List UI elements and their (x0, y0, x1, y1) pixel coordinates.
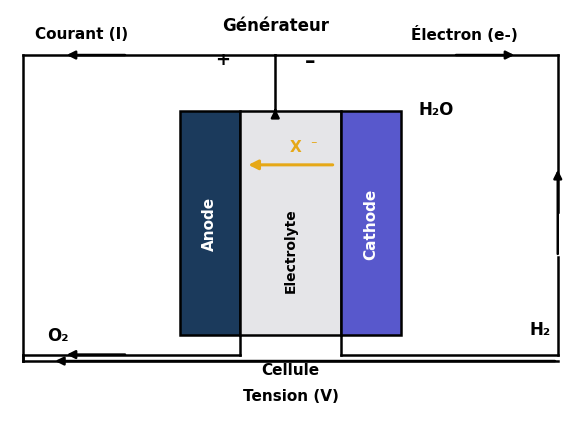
Text: Générateur: Générateur (222, 17, 329, 35)
Text: ⁻: ⁻ (310, 139, 317, 152)
Text: Electrolyte: Electrolyte (284, 208, 297, 293)
Text: Cathode: Cathode (364, 188, 379, 259)
Bar (180, 112, 240, 335)
Bar (240, 112, 341, 335)
Text: H₂O: H₂O (418, 101, 454, 119)
Text: –: – (305, 52, 315, 72)
Text: Tension (V): Tension (V) (242, 388, 339, 403)
Text: Cellule: Cellule (261, 362, 320, 377)
Text: +: + (216, 51, 231, 69)
Text: O₂: O₂ (47, 326, 69, 344)
Text: X: X (290, 140, 302, 155)
Text: Courant (I): Courant (I) (35, 27, 128, 42)
Text: H₂: H₂ (530, 320, 551, 338)
Text: Anode: Anode (202, 197, 217, 251)
Bar (341, 112, 401, 335)
Text: Électron (e-): Électron (e-) (411, 26, 518, 43)
